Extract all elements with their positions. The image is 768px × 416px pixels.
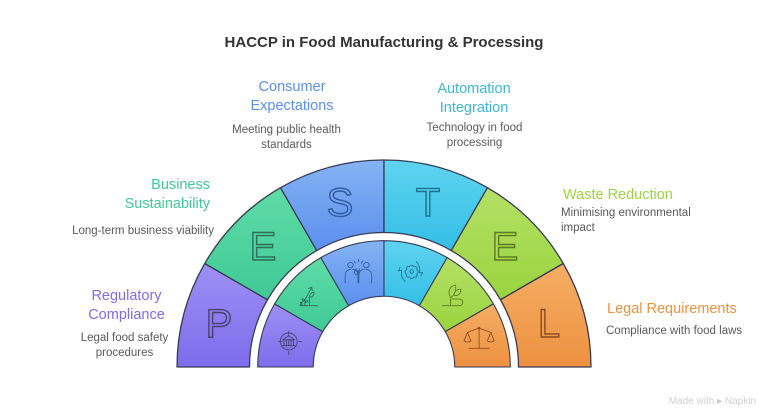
svg-text:L: L xyxy=(538,302,560,346)
svg-text:S: S xyxy=(327,181,354,225)
svg-text:E: E xyxy=(250,225,277,269)
svg-text:E: E xyxy=(492,225,519,269)
svg-text:T: T xyxy=(416,181,440,225)
